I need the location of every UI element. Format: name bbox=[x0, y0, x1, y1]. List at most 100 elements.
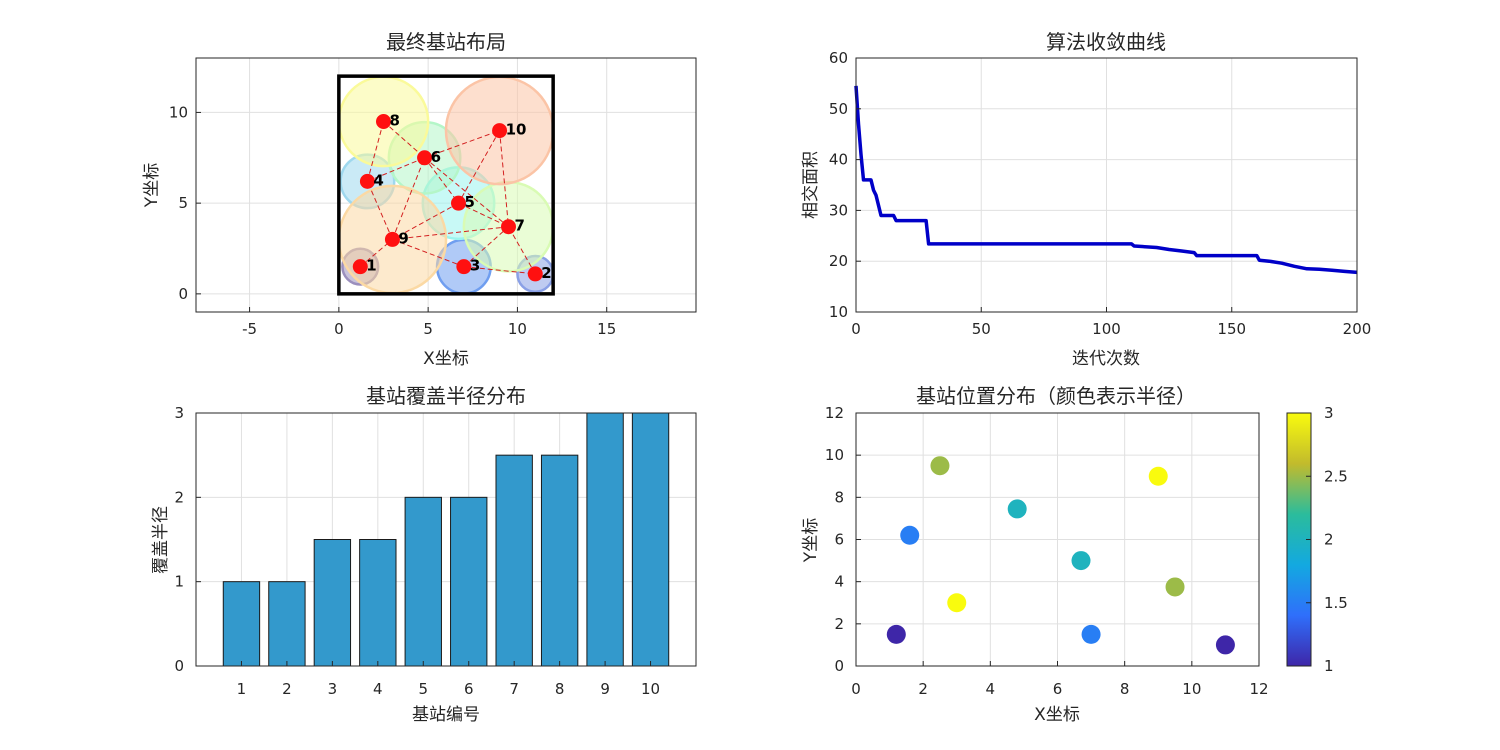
station-link bbox=[392, 226, 509, 240]
radius-bar bbox=[404, 496, 442, 667]
station-position-point bbox=[1148, 466, 1168, 486]
scatter-ytick-label: 8 bbox=[834, 488, 844, 506]
radius-bar bbox=[313, 539, 352, 667]
scatter-title: 基站位置分布（颜色表示半径） bbox=[916, 384, 1196, 408]
scatter-ylabel: Y坐标 bbox=[801, 518, 821, 563]
radius-bar bbox=[586, 412, 624, 667]
station-link bbox=[392, 238, 465, 268]
bars-xlabel: 基站编号 bbox=[412, 705, 480, 725]
convergence-line bbox=[854, 85, 1358, 275]
station-link bbox=[499, 130, 509, 227]
scatter-ytick-label: 0 bbox=[834, 657, 844, 675]
station-point bbox=[352, 259, 368, 275]
convergence-title: 算法收敛曲线 bbox=[1046, 30, 1166, 54]
station-link bbox=[424, 157, 509, 228]
station-position-point bbox=[1165, 577, 1185, 597]
bars-xtick-label: 6 bbox=[464, 680, 474, 698]
station-link bbox=[366, 121, 384, 182]
scatter-ytick-label: 10 bbox=[825, 446, 844, 464]
scatter-xtick-label: 2 bbox=[918, 680, 928, 698]
station-link bbox=[424, 157, 459, 204]
subplot-radius-bars: 基站覆盖半径分布 1 2 3 4 5 6 7 8 9 10 0 1 2 3 基站编号 覆盖半径 bbox=[151, 384, 697, 725]
station-position-point bbox=[1081, 624, 1101, 644]
station-label: 3 bbox=[470, 257, 480, 275]
scatter-ticks: 0 2 4 6 8 10 12 0 2 4 6 8 10 12 bbox=[825, 404, 1269, 698]
scatter-xtick-label: 0 bbox=[851, 680, 861, 698]
station-label: 2 bbox=[541, 264, 551, 282]
layout-stations: 1 2 3 4 5 6 7 8 9 10 bbox=[352, 112, 552, 282]
station-label: 6 bbox=[431, 148, 441, 166]
station-link bbox=[391, 157, 426, 240]
station-point bbox=[492, 123, 508, 139]
layout-ytick-label: 10 bbox=[169, 103, 188, 121]
layout-ylabel: Y坐标 bbox=[142, 163, 162, 208]
bars-xtick-label: 1 bbox=[237, 680, 247, 698]
bars-ytick-label: 1 bbox=[174, 573, 184, 591]
station-position-point bbox=[1215, 635, 1235, 655]
station-link bbox=[463, 266, 536, 275]
layout-xtick-label: 10 bbox=[508, 320, 527, 338]
station-position-point bbox=[900, 525, 920, 545]
bars-ylabel: 覆盖半径 bbox=[151, 506, 171, 574]
station-link bbox=[508, 226, 536, 275]
convergence-ytick-label: 50 bbox=[829, 100, 848, 118]
colorbar-tick-label: 1.5 bbox=[1324, 594, 1348, 612]
bars-xtick-label: 8 bbox=[555, 680, 565, 698]
station-link bbox=[392, 202, 459, 240]
convergence-ytick-label: 60 bbox=[829, 49, 848, 67]
station-point bbox=[417, 150, 433, 166]
station-point bbox=[384, 231, 400, 247]
station-label: 7 bbox=[515, 217, 525, 235]
bars-title: 基站覆盖半径分布 bbox=[366, 384, 526, 408]
station-point bbox=[376, 114, 391, 129]
scatter-points bbox=[886, 456, 1235, 655]
bars-xtick-label: 2 bbox=[282, 680, 292, 698]
convergence-xtick-label: 200 bbox=[1343, 320, 1372, 338]
scatter-ytick-label: 4 bbox=[834, 573, 844, 591]
layout-xtick-label: 0 bbox=[334, 320, 344, 338]
subplot-layout: 最终基站布局 1 2 3 4 5 6 7 8 9 10 -5 0 5 10 15 0 5 10 X坐标 Y坐标 bbox=[142, 30, 697, 369]
station-label: 10 bbox=[506, 121, 527, 139]
layout-title: 最终基站布局 bbox=[386, 30, 506, 54]
convergence-xtick-label: 100 bbox=[1092, 320, 1121, 338]
radius-bar bbox=[540, 454, 579, 667]
radius-bar bbox=[359, 539, 397, 667]
subplot-convergence: 算法收敛曲线 0 50 100 150 200 10 20 30 40 50 60 迭代次数 相交面… bbox=[801, 30, 1371, 369]
station-link bbox=[424, 130, 500, 159]
station-link bbox=[366, 181, 393, 240]
scatter-xtick-label: 10 bbox=[1182, 680, 1201, 698]
region-boundary bbox=[337, 74, 555, 296]
layout-ytick-label: 5 bbox=[178, 194, 188, 212]
convergence-ytick-label: 10 bbox=[829, 303, 848, 321]
convergence-xtick-label: 150 bbox=[1217, 320, 1246, 338]
station-point bbox=[501, 219, 516, 235]
bars-axes-frame bbox=[195, 412, 697, 667]
radius-bar bbox=[222, 581, 261, 667]
convergence-series-line bbox=[854, 85, 1358, 275]
station-position-point bbox=[947, 593, 967, 613]
convergence-ticks: 0 50 100 150 200 10 20 30 40 50 60 bbox=[829, 49, 1371, 338]
station-point bbox=[456, 259, 472, 275]
layout-region-boundary bbox=[337, 74, 555, 296]
station-position-point bbox=[930, 456, 950, 476]
station-label: 5 bbox=[465, 193, 475, 211]
scatter-ytick-label: 6 bbox=[834, 531, 844, 549]
radius-bar bbox=[495, 454, 533, 667]
convergence-xtick-label: 0 bbox=[851, 320, 861, 338]
station-label: 1 bbox=[366, 257, 376, 275]
bars-xtick-label: 10 bbox=[641, 680, 660, 698]
radius-bar bbox=[631, 412, 670, 667]
colorbar-tick-label: 2 bbox=[1324, 531, 1334, 549]
bars-xtick-label: 3 bbox=[328, 680, 338, 698]
station-point bbox=[359, 173, 375, 189]
convergence-xtick-label: 50 bbox=[972, 320, 991, 338]
convergence-ytick-label: 40 bbox=[829, 151, 848, 169]
colorbar-ticks: 1 1.5 2 2.5 3 bbox=[1306, 404, 1348, 675]
colorbar-tick-label: 2.5 bbox=[1324, 467, 1348, 485]
station-link bbox=[367, 157, 425, 182]
station-link bbox=[383, 121, 425, 159]
station-label: 9 bbox=[398, 229, 408, 247]
